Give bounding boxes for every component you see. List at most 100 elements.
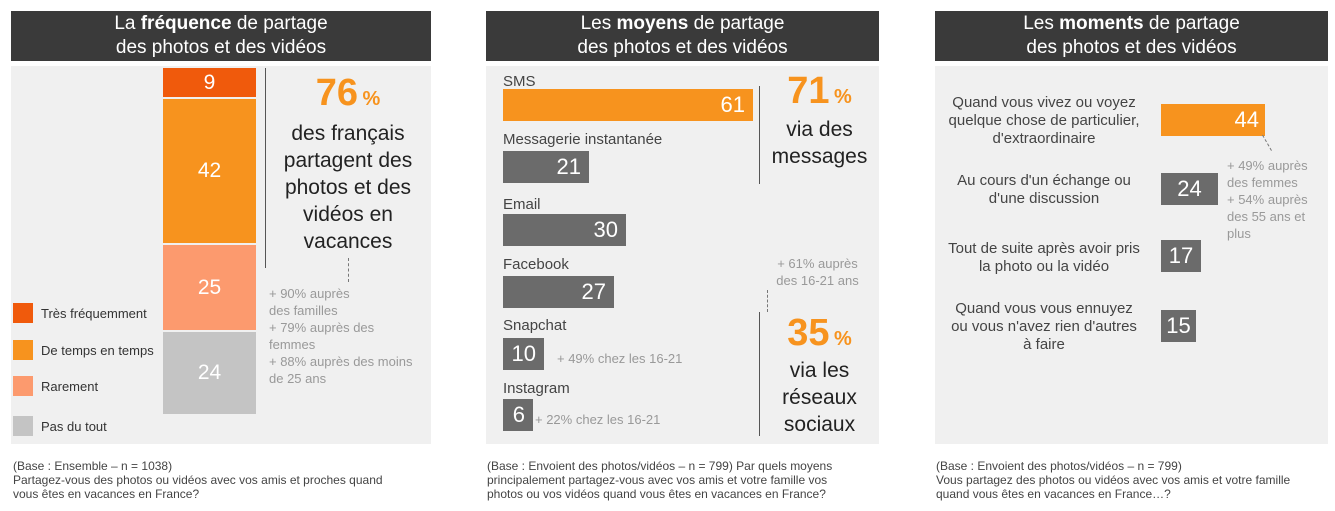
category-label-line: d'extraordinaire [992, 130, 1096, 147]
footer-line: Vous partagez des photos ou vidéos avec … [936, 473, 1291, 487]
category-label: Quand vous vivez ou voyez quelque chose d… [937, 94, 1151, 148]
panel2-bottom-stat: 35 % [787, 312, 852, 354]
bar-value-label: 21 [556, 154, 581, 179]
panel3-notes: + 49% auprès des femmes + 54% auprès des 55… [1227, 157, 1327, 242]
panel2-title-line2: des photos et des vidéos [577, 37, 788, 58]
bar: 17 [1161, 240, 1201, 272]
bar: 21 [503, 151, 589, 183]
note-line: des 16-21 ans [776, 273, 859, 288]
category-label-line: ou vous n'avez rien d'autres [951, 318, 1137, 335]
legend-label: De temps en temps [41, 343, 154, 358]
category-label-line: d'une discussion [988, 190, 1100, 207]
instagram-note: + 22% chez les 16-21 [535, 412, 661, 427]
legend-label: Très fréquemment [41, 306, 147, 321]
legend-swatch [13, 376, 33, 396]
panel1-dashed-connector [348, 258, 349, 282]
stack-segment: 24 [163, 332, 256, 414]
category-label: Tout de suite après avoir pris la photo o… [937, 240, 1151, 276]
category-label-line: quelque chose de particulier, [948, 112, 1140, 129]
note-line: femmes [269, 337, 316, 352]
segment-value-label: 9 [203, 70, 216, 94]
category-label-line: Quand vous vivez ou voyez [952, 94, 1136, 111]
footer-line: (Base : Envoient des photos/vidéos – n =… [487, 459, 833, 473]
statement-line: partagent des [283, 149, 413, 172]
category-label: Messagerie instantanée [503, 131, 663, 148]
panel2-bottom-text: via les réseaux sociaux [762, 357, 877, 438]
panel1-notes: + 90% auprès des familles + 79% auprès des… [269, 285, 434, 387]
panel1-divider [265, 68, 266, 268]
statement-line: vacances [303, 230, 393, 253]
note-line: + 90% auprès [269, 286, 350, 301]
stack-segment: 9 [163, 68, 256, 97]
panel1-title-line1: La fréquence de partage [114, 13, 328, 34]
note-line: plus [1227, 226, 1251, 241]
bar-value-label: 44 [1234, 107, 1259, 132]
panel1-statement: des français partagent des photos et des vi… [268, 120, 428, 255]
footer-line: vous êtes en vacances en France? [13, 487, 200, 501]
statement-line: vidéos en [303, 203, 393, 226]
bar: 15 [1161, 310, 1196, 342]
panel2-divider-top [759, 86, 760, 184]
footer-line: principalement partagez-vous avec vos am… [487, 473, 828, 487]
stat-text-line: réseaux [782, 386, 857, 409]
panel3-footer: (Base : Envoient des photos/vidéos – n =… [936, 459, 1335, 501]
footer-line: quand vous êtes en vacances en France…? [936, 487, 1171, 501]
panel2-divider-bottom [759, 312, 760, 436]
note-line: + 79% auprès des [269, 320, 375, 335]
note-line: + 61% auprès [777, 256, 858, 271]
footer-line: Partagez-vous des photos ou vidéos avec … [13, 473, 383, 487]
bar-value-label: 10 [511, 341, 536, 366]
statement-line: des français [291, 122, 405, 145]
bar-value-label: 30 [593, 217, 618, 242]
stack-segment: 42 [163, 99, 256, 243]
category-label: SMS [503, 73, 536, 90]
panel2-title-line1: Les moyens de partage [580, 13, 785, 34]
bar: 27 [503, 276, 614, 308]
legend-swatch [13, 416, 33, 436]
panel1-header: La fréquence de partage des photos et de… [11, 11, 431, 61]
category-label: Snapchat [503, 317, 567, 334]
panel2-header: Les moyens de partage des photos et des … [486, 11, 879, 61]
footer-line: (Base : Ensemble – n = 1038) [13, 459, 173, 473]
panel2-footer: (Base : Envoient des photos/vidéos – n =… [487, 459, 887, 501]
panel3-title-line1: Les moments de partage [1023, 13, 1240, 34]
category-label-line: à faire [1023, 336, 1065, 353]
panel1-footer: (Base : Ensemble – n = 1038) Partagez-vou… [13, 459, 433, 501]
stat-text-line: via les [789, 359, 850, 382]
bar-value-label: 61 [720, 92, 745, 117]
bar: 6 [503, 399, 533, 431]
panel2-mid-note: + 61% auprès des 16-21 ans [760, 255, 875, 289]
category-label: Instagram [503, 380, 570, 397]
legend-label: Pas du tout [41, 419, 107, 434]
note-line: des 55 ans et [1227, 209, 1306, 224]
bar: 61 [503, 89, 753, 121]
note-line: des familles [269, 303, 338, 318]
category-label: Email [503, 196, 541, 213]
segment-value-label: 42 [197, 159, 222, 182]
panel2-dashed-connector [767, 290, 768, 312]
category-label-line: la photo ou la vidéo [978, 258, 1110, 275]
statement-line: photos et des [284, 176, 412, 199]
bar-value-label: 6 [512, 402, 525, 427]
bar: 44 [1161, 104, 1265, 136]
bar-value-label: 15 [1166, 313, 1191, 338]
footer-line: photos ou vos vidéos quand vous êtes en … [487, 487, 826, 501]
panel1-title-line2: des photos et des vidéos [115, 37, 327, 58]
note-line: de 25 ans [269, 371, 327, 386]
category-label-line: Tout de suite après avoir pris [948, 240, 1140, 257]
stat-text-line: via des [786, 118, 853, 141]
bar: 24 [1161, 173, 1218, 205]
category-label-line: Quand vous vous ennuyez [955, 300, 1133, 317]
panel2-body [486, 66, 879, 444]
category-label: Au cours d'un échange ou d'une discussion [937, 172, 1151, 208]
bar-value-label: 24 [1177, 176, 1202, 201]
snapchat-note: + 49% chez les 16-21 [557, 351, 683, 366]
category-label: Quand vous vous ennuyez ou vous n'avez ri… [937, 300, 1151, 354]
panel2-top-text: via des messages [762, 116, 877, 170]
note-line: + 88% auprès des moins [269, 354, 413, 369]
note-line: + 49% auprès [1227, 158, 1308, 173]
panel2-top-stat: 71 % [787, 70, 852, 112]
legend-label: Rarement [41, 379, 99, 394]
footer-line: (Base : Envoient des photos/vidéos – n =… [936, 459, 1182, 473]
legend-swatch [13, 303, 33, 323]
